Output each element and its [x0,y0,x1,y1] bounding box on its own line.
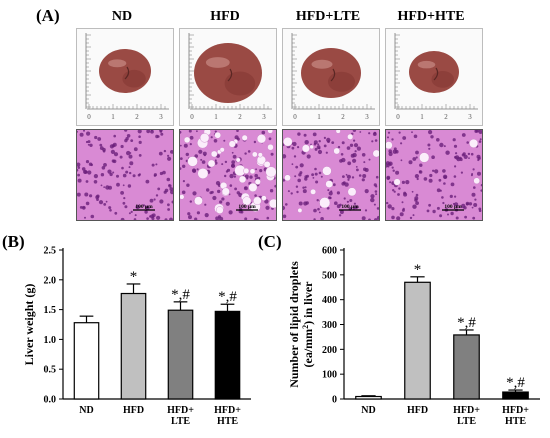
panel-b-label: (B) [2,232,25,251]
bar [73,322,100,400]
category-label: HTE [217,416,238,427]
histology-nd: 100 μm [76,129,174,221]
panel-c-label: (C) [258,232,282,251]
y-tick-label: 500 [322,270,337,281]
category-label: HFD+ [214,405,241,416]
category-label: ND [79,405,93,416]
y-tick-label: 2.5 [44,246,57,257]
liver-weight-chart: 0.0 0.5 1.0 1.5 2.0 2.5 Liver weight (g) ND * HFD… [22,246,251,427]
group-title-nd: ND [111,9,133,24]
ruler-tick-label: 2 [135,113,139,121]
y-tick-label: 1.0 [44,335,57,346]
category-label: HFD+ [167,405,194,416]
ruler-tick-label: 2 [444,113,448,121]
significance-label: *,# [218,289,237,305]
y-tick-label: 1.5 [44,305,57,316]
ruler-tick-label: 2 [238,113,242,121]
scale-bar-label: 100 μm [444,204,462,210]
group-title-hfd-hte: HFD+HTE [397,9,465,24]
group-title-hfd-lte: HFD+LTE [295,9,361,24]
y-axis-label: Liver weight (g) [22,284,36,366]
y-tick-label: 400 [322,295,337,306]
bar [502,391,529,400]
y-axis-label: (ea/mm2) in liver [301,281,316,368]
liver-photo-hfd: 0 1 2 3 [179,28,277,126]
liver-photo-hfd-lte: 0 1 2 3 [282,28,380,126]
category-label: LTE [457,416,476,427]
ruler-tick-label: 1 [420,113,424,121]
histology-hfd: 100 μm [179,129,277,221]
category-label: HTE [505,416,526,427]
ruler-tick-label: 1 [317,113,321,121]
liver-lobe [99,49,151,93]
category-label: HFD+ [502,405,529,416]
bar [120,292,147,400]
y-tick-label: 0.5 [44,365,57,376]
category-label: HFD [123,405,144,416]
ruler-tick-label: 3 [365,113,369,121]
lipid-droplets-chart: 0 100 200 300 400 500 600 Number of lipid dropl… [287,246,540,427]
ruler-tick-label: 0 [293,113,297,121]
ruler-tick-label: 2 [341,113,345,121]
liver-photo-nd: 0 1 2 3 [76,28,174,126]
liver-photo-hfd-hte: 0 1 2 3 [385,28,483,126]
bar [214,310,241,400]
ruler-tick-label: 1 [111,113,115,121]
bar [167,309,194,400]
y-tick-label: 200 [322,345,337,356]
ruler-tick-label: 0 [87,113,91,121]
category-label: HFD [407,405,428,416]
ruler-tick-label: 3 [468,113,472,121]
significance-label: *,# [506,375,525,391]
histology-hfd-hte: 100 μm [385,129,483,221]
y-tick-label: 100 [322,370,337,381]
bar [355,395,382,400]
ruler-tick-label: 3 [262,113,266,121]
significance-label: * [130,269,138,285]
y-tick-label: 2.0 [44,275,57,286]
significance-label: *,# [457,315,476,331]
y-tick-label: 0.0 [44,395,57,406]
scale-bar-label: 100 μm [135,204,153,210]
y-tick-label: 600 [322,246,337,257]
category-label: HFD+ [453,405,480,416]
scale-bar-label: 100 μm [238,204,256,210]
category-label: LTE [171,416,190,427]
bar [453,334,480,400]
category-label: ND [361,405,375,416]
significance-label: * [414,262,422,278]
ruler-tick-label: 0 [190,113,194,121]
ruler-tick-label: 0 [396,113,400,121]
histology-hfd-lte: 100 μm [282,129,380,221]
group-title-hfd: HFD [210,9,240,24]
bar [404,281,431,400]
liver-lobe [301,48,361,98]
ruler-tick-label: 3 [159,113,163,121]
scale-bar-label: 100 μm [341,204,359,210]
liver-lobe [409,51,459,93]
y-tick-label: 300 [322,320,337,331]
panel-a-label: (A) [36,6,60,25]
ruler-tick-label: 1 [214,113,218,121]
y-tick-label: 0 [332,395,337,406]
significance-label: *,# [171,287,190,303]
liver-lobe [194,43,262,103]
y-axis-label: Number of lipid droplets [287,261,301,388]
